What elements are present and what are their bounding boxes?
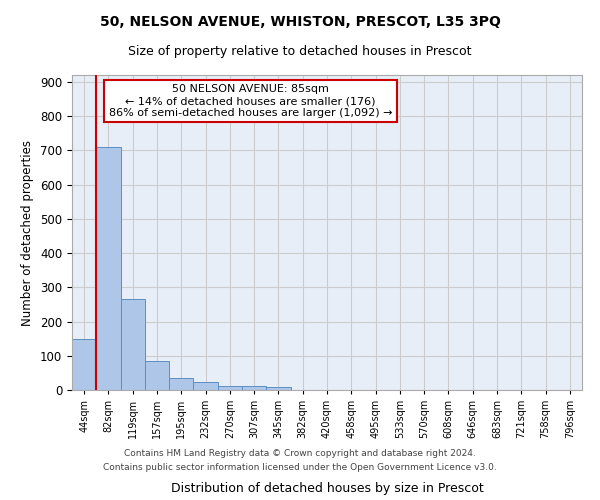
Bar — [145, 361, 169, 390]
Text: Contains HM Land Registry data © Crown copyright and database right 2024.: Contains HM Land Registry data © Crown c… — [124, 448, 476, 458]
Text: Size of property relative to detached houses in Prescot: Size of property relative to detached ho… — [128, 45, 472, 58]
Bar — [96, 147, 121, 390]
Bar — [121, 300, 145, 390]
Text: Contains public sector information licensed under the Open Government Licence v3: Contains public sector information licen… — [103, 464, 497, 472]
Bar — [193, 382, 218, 390]
Bar — [169, 378, 193, 390]
Text: 50 NELSON AVENUE: 85sqm
← 14% of detached houses are smaller (176)
86% of semi-d: 50 NELSON AVENUE: 85sqm ← 14% of detache… — [109, 84, 392, 117]
Bar — [266, 386, 290, 390]
Bar — [72, 340, 96, 390]
Bar — [218, 386, 242, 390]
Text: Distribution of detached houses by size in Prescot: Distribution of detached houses by size … — [170, 482, 484, 495]
Bar — [242, 386, 266, 390]
Text: 50, NELSON AVENUE, WHISTON, PRESCOT, L35 3PQ: 50, NELSON AVENUE, WHISTON, PRESCOT, L35… — [100, 15, 500, 29]
Y-axis label: Number of detached properties: Number of detached properties — [22, 140, 34, 326]
